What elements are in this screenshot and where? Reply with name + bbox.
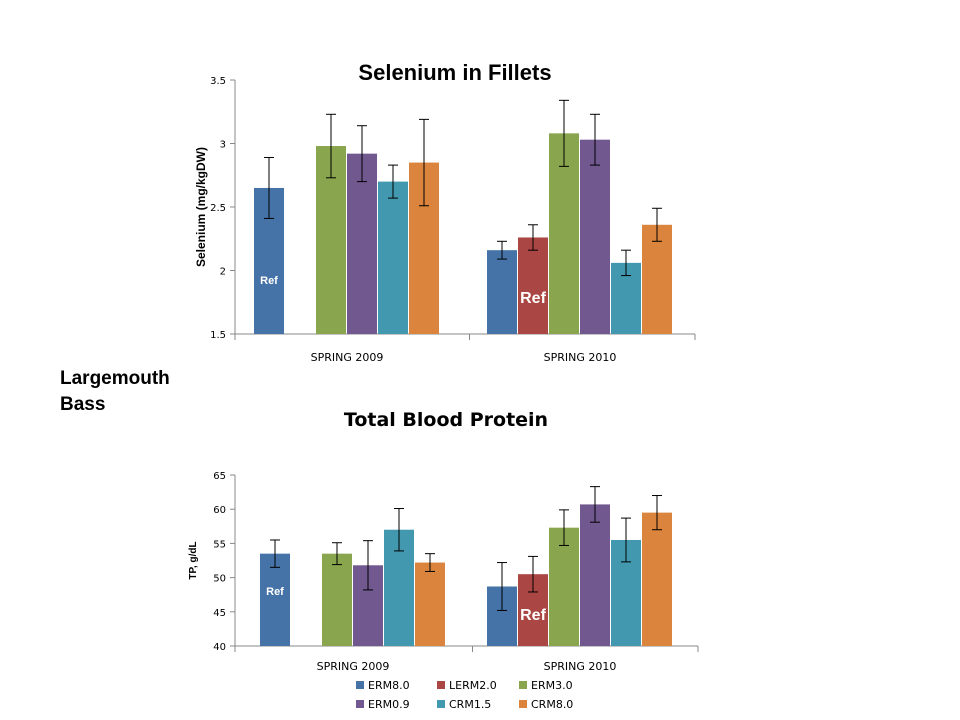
- selenium-bar-erm0-9: [580, 139, 610, 334]
- selenium-bar-lerm2-0: [518, 237, 548, 334]
- protein-y-tick-label: 40: [213, 642, 226, 653]
- protein-category-label: SPRING 2009: [317, 660, 390, 673]
- protein-legend-label: CRM1.5: [449, 698, 491, 711]
- protein-category-label: SPRING 2010: [544, 660, 617, 673]
- protein-legend-label: CRM8.0: [531, 698, 573, 711]
- protein-bar-crm8-0: [415, 562, 445, 646]
- selenium-y-tick-label: 3.5: [210, 76, 226, 87]
- selenium-y-tick-label: 2: [220, 267, 226, 278]
- selenium-bar-crm8-0: [642, 224, 672, 334]
- protein-legend-swatch: [356, 681, 364, 689]
- protein-y-axis-title: TP, g/dL: [188, 541, 199, 579]
- selenium-y-tick-label: 3: [220, 140, 226, 151]
- selenium-bar-erm0-9: [347, 153, 377, 334]
- side-label: Largemouth Bass: [60, 366, 220, 418]
- selenium-bar-crm1-5: [378, 181, 408, 334]
- selenium-ref-annotation: Ref: [520, 290, 546, 307]
- selenium-y-axis-title: Selenium (mg/kgDW): [194, 147, 208, 267]
- selenium-ref-annotation: Ref: [260, 275, 278, 287]
- protein-bar-erm3-0: [549, 527, 579, 646]
- selenium-y-tick-label: 1.5: [210, 330, 226, 341]
- protein-legend-swatch: [437, 700, 445, 708]
- protein-y-tick-label: 60: [213, 505, 226, 516]
- selenium-y-tick-label: 2.5: [210, 203, 226, 214]
- protein-legend-swatch: [437, 681, 445, 689]
- protein-ref-annotation: Ref: [266, 586, 284, 598]
- protein-bar-erm8-0: [260, 553, 290, 646]
- side-label-line2: Bass: [60, 394, 106, 415]
- protein-y-tick-label: 45: [213, 608, 226, 619]
- protein-legend-label: ERM8.0: [368, 679, 410, 692]
- protein-legend-swatch: [356, 700, 364, 708]
- protein-y-tick-label: 55: [213, 539, 226, 550]
- side-label-line1: Largemouth: [60, 368, 170, 389]
- selenium-title: Selenium in Fillets: [358, 60, 551, 85]
- protein-legend-label: LERM2.0: [449, 679, 497, 692]
- protein-legend-swatch: [519, 700, 527, 708]
- protein-legend-label: ERM0.9: [368, 698, 410, 711]
- blood-protein-chart: Total Blood Protein 40 45 50 55 60 65 SPRING 20…: [188, 409, 699, 711]
- protein-bar-crm8-0: [642, 512, 672, 646]
- protein-title: Total Blood Protein: [344, 409, 548, 431]
- protein-bar-erm0-9: [580, 504, 610, 646]
- protein-y-tick-label: 65: [213, 471, 226, 482]
- selenium-category-label: SPRING 2009: [311, 351, 384, 364]
- selenium-category-label: SPRING 2010: [544, 351, 617, 364]
- protein-ref-annotation: Ref: [520, 607, 546, 624]
- protein-y-tick-label: 50: [213, 574, 226, 585]
- protein-legend-label: ERM3.0: [531, 679, 573, 692]
- protein-legend-swatch: [519, 681, 527, 689]
- selenium-bar-erm8-0: [487, 250, 517, 334]
- protein-bar-erm3-0: [322, 553, 352, 646]
- selenium-chart: Selenium in Fillets 1.5 2 2.5 3 3.5 SPRING 200…: [194, 60, 696, 364]
